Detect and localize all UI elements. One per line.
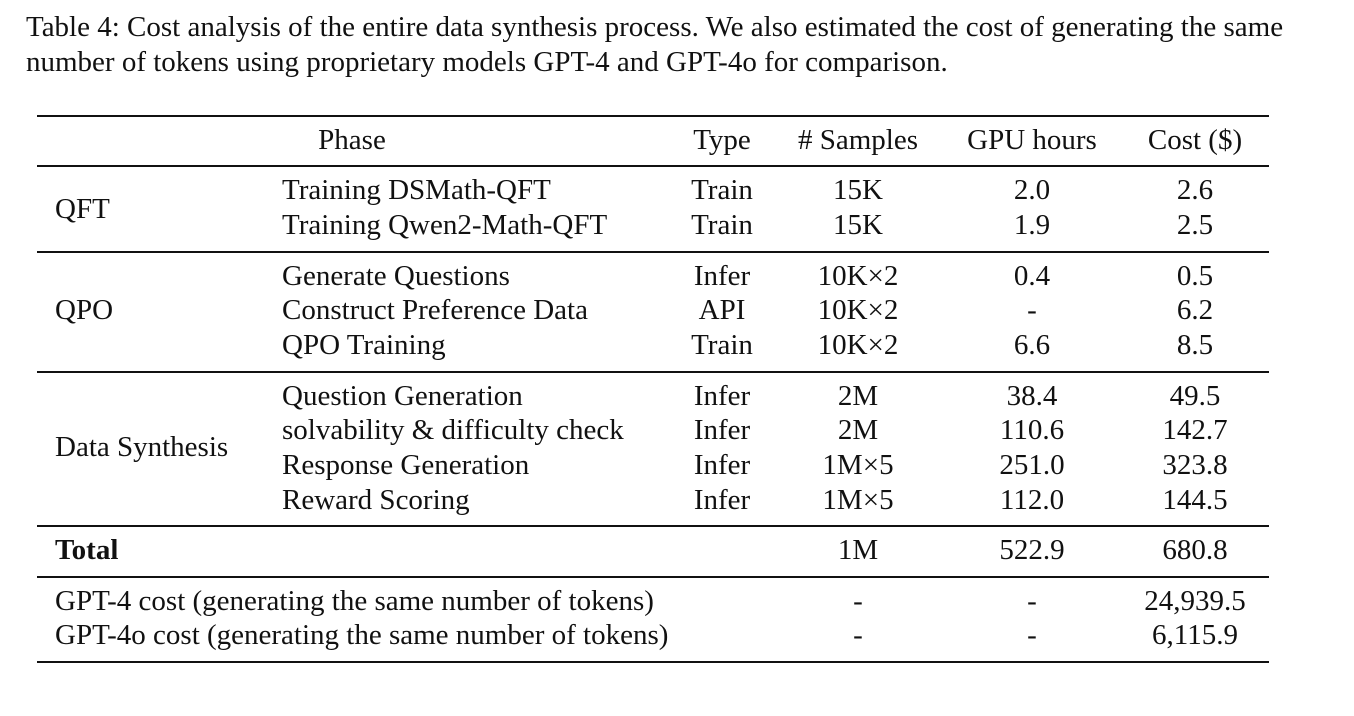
group-label-data-synthesis: Data Synthesis [55,431,229,463]
row-gpu: 0.4 [1013,260,1051,292]
row-type: Train [691,329,753,361]
row-samples: 1M×5 [822,449,894,481]
row-cost: 2.5 [1176,209,1214,241]
row-type: Train [691,209,753,241]
header-type: Type [693,124,751,156]
group-label-qpo: QPO [55,294,114,326]
comparison-cost: 24,939.5 [1144,585,1246,617]
row-samples: 15K [833,174,883,206]
row-phase: Training Qwen2-Math-QFT [282,209,608,241]
row-phase: solvability & difficulty check [282,414,624,446]
row-cost: 144.5 [1162,484,1228,516]
header-gpu-hours: GPU hours [967,124,1097,156]
row-gpu: 38.4 [1006,380,1058,412]
row-samples: 2M [837,414,879,446]
row-type: Infer [693,380,751,412]
row-samples: 10K×2 [817,329,899,361]
comparison-label-gpt4o: GPT-4o cost (generating the same number … [55,619,669,651]
table-caption: Table 4: Cost analysis of the entire dat… [26,11,1284,78]
row-cost: 0.5 [1176,260,1214,292]
row-cost: 2.6 [1176,174,1214,206]
row-gpu: - [1027,294,1037,326]
row-type: Infer [693,414,751,446]
row-type: Infer [693,484,751,516]
row-type: Infer [693,260,751,292]
total-rule [37,576,1269,578]
row-cost: 142.7 [1162,414,1228,446]
total-gpu: 522.9 [999,534,1065,566]
group-rule-qpo [37,371,1269,373]
comparison-samples: - [853,619,863,651]
row-phase: Generate Questions [282,260,510,292]
row-phase: Training DSMath-QFT [282,174,551,206]
row-type: Infer [693,449,751,481]
row-cost: 8.5 [1176,329,1214,361]
bottom-rule [37,661,1269,663]
row-type: Train [691,174,753,206]
row-gpu: 1.9 [1013,209,1051,241]
group-rule-qft [37,251,1269,253]
row-samples: 10K×2 [817,260,899,292]
row-gpu: 110.6 [999,414,1065,446]
header-phase: Phase [318,124,386,156]
header-rule [37,165,1269,167]
row-phase: Reward Scoring [282,484,470,516]
comparison-samples: - [853,585,863,617]
row-gpu: 251.0 [999,449,1065,481]
header-cost: Cost ($) [1147,124,1243,156]
comparison-gpu: - [1027,585,1037,617]
top-rule [37,115,1269,117]
row-type: API [698,294,746,326]
row-samples: 2M [837,380,879,412]
comparison-label-gpt4: GPT-4 cost (generating the same number o… [55,585,654,617]
comparison-cost: 6,115.9 [1152,619,1238,651]
row-phase: Construct Preference Data [282,294,588,326]
row-samples: 15K [833,209,883,241]
group-label-qft: QFT [55,193,110,225]
total-cost: 680.8 [1162,534,1228,566]
group-rule-synthesis [37,525,1269,527]
row-gpu: 6.6 [1013,329,1051,361]
row-phase: Response Generation [282,449,530,481]
row-samples: 1M×5 [822,484,894,516]
total-samples: 1M [837,534,879,566]
row-phase: Question Generation [282,380,523,412]
total-label: Total [55,534,119,566]
row-gpu: 112.0 [999,484,1065,516]
row-phase: QPO Training [282,329,446,361]
header-samples: # Samples [797,124,919,156]
comparison-gpu: - [1027,619,1037,651]
row-samples: 10K×2 [817,294,899,326]
row-cost: 323.8 [1162,449,1228,481]
row-cost: 6.2 [1176,294,1214,326]
row-gpu: 2.0 [1013,174,1051,206]
row-cost: 49.5 [1169,380,1221,412]
